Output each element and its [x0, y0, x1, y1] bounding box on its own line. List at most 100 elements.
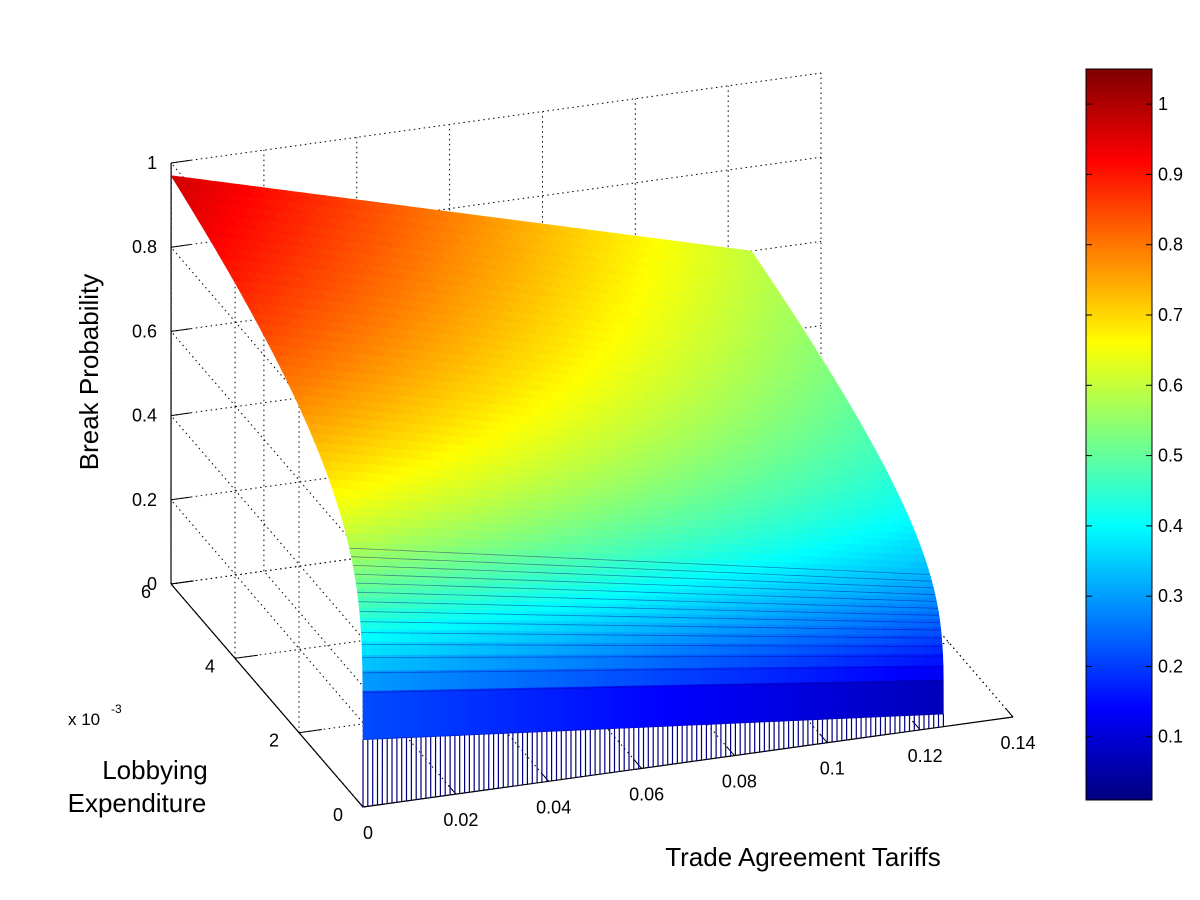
surface-patch: [560, 602, 573, 613]
surface-patch: [728, 643, 740, 656]
surface-patch: [855, 666, 867, 683]
y-multiplier-exponent: -3: [111, 702, 122, 716]
surface-patch: [631, 632, 643, 644]
surface-patch: [864, 643, 876, 655]
surface-patch: [748, 643, 760, 656]
colorbar-gradient: [1085, 68, 1153, 801]
surface-patch: [410, 689, 422, 738]
colorbar-tick-label: 0.8: [1158, 235, 1183, 255]
surface-patch: [657, 604, 670, 615]
grid-line-side-z: [170, 246, 364, 471]
surface-patch: [591, 612, 603, 623]
surface-patch: [580, 602, 592, 613]
surface-patch: [401, 690, 412, 739]
surface-patch: [562, 611, 574, 623]
surface-patch: [483, 600, 496, 611]
surface-patch: [851, 609, 863, 619]
surface-patch: [865, 680, 877, 718]
surface-plot: [170, 175, 945, 807]
x-tick-label: 0.06: [629, 784, 664, 804]
surface-patch: [786, 633, 798, 645]
surface-patch: [899, 610, 911, 620]
surface-patch: [755, 615, 767, 626]
colorbar-tick-label: 0.7: [1158, 305, 1183, 325]
y-multiplier-base: x 10: [68, 710, 100, 729]
mesh-line: [356, 582, 937, 602]
surface-patch: [534, 620, 546, 632]
surface-patch: [797, 682, 809, 721]
surface-front-curtain: [362, 714, 945, 807]
surface-patch: [546, 668, 557, 689]
surface-patch: [778, 666, 789, 684]
surface-patch: [817, 681, 828, 720]
surface-patch: [613, 668, 625, 687]
surface-patch: [681, 667, 693, 686]
grid-line-back-z: [171, 72, 822, 164]
z-tick-label: 0: [147, 574, 157, 594]
surface-patch: [379, 618, 391, 631]
surface-patch: [522, 601, 534, 612]
surface-patch: [920, 575, 933, 584]
colorbar-tick-label: 0.5: [1158, 446, 1183, 466]
surface-patch: [844, 634, 856, 645]
surface-patch: [362, 690, 374, 740]
surface-patch: [745, 615, 758, 626]
surface-patch: [874, 665, 886, 682]
surface-patch: [717, 623, 730, 634]
surface-patch: [718, 633, 730, 644]
surface-patch: [389, 629, 401, 643]
surface-patch: [679, 623, 691, 634]
z-tick-label: 1: [147, 153, 157, 173]
surface-patch: [534, 631, 546, 644]
surface-patch: [679, 632, 692, 644]
surface-patches: [170, 175, 944, 740]
surface-patch: [776, 633, 788, 645]
surface-patch: [612, 631, 624, 644]
surface-patch: [933, 665, 944, 681]
surface-patch: [912, 635, 924, 645]
surface-patch: [603, 642, 615, 656]
surface-patch: [756, 624, 768, 635]
z-tick-label: 0.4: [132, 406, 157, 426]
surface-patch: [388, 618, 401, 631]
surface-patch: [377, 597, 389, 609]
surface-patch: [496, 642, 508, 656]
surface-patch: [536, 687, 548, 733]
surface-patch: [747, 633, 759, 645]
surface-patch: [430, 670, 441, 691]
z-tick-label: 0.6: [132, 321, 157, 341]
surface-patch: [758, 666, 770, 684]
surface-patch: [468, 669, 480, 690]
surface-patch: [863, 634, 875, 645]
surface-patch: [805, 634, 817, 645]
surface-patch: [494, 610, 506, 621]
surface-patch: [573, 631, 585, 644]
surface-patch: [486, 630, 498, 643]
surface-patch: [468, 688, 480, 736]
surface-patch: [701, 684, 712, 726]
surface-patch: [832, 617, 845, 627]
surface-patch: [686, 605, 699, 616]
surface-patch: [398, 618, 410, 631]
surface-patch: [589, 603, 602, 614]
surface-patch: [910, 618, 922, 628]
surface-patch: [834, 634, 846, 645]
surface-patch: [554, 631, 566, 644]
surface-patch: [807, 682, 818, 721]
surface-patch: [367, 597, 379, 609]
surface-patch: [618, 603, 631, 614]
surface-patch: [915, 561, 929, 570]
surface-patch: [870, 610, 882, 619]
y-axis-label-line2: Expenditure: [68, 788, 207, 818]
surface-patch: [883, 634, 895, 645]
surface-patch: [668, 613, 680, 624]
surface-patch: [775, 624, 788, 635]
surface-patch: [429, 641, 441, 656]
surface-patch: [746, 624, 759, 635]
surface-patch: [690, 643, 702, 656]
surface-patch: [918, 568, 931, 577]
surface-patch: [484, 609, 497, 621]
surface-mesh-lines: [349, 547, 944, 740]
surface-patch: [766, 624, 778, 635]
surface-patch: [594, 686, 606, 730]
